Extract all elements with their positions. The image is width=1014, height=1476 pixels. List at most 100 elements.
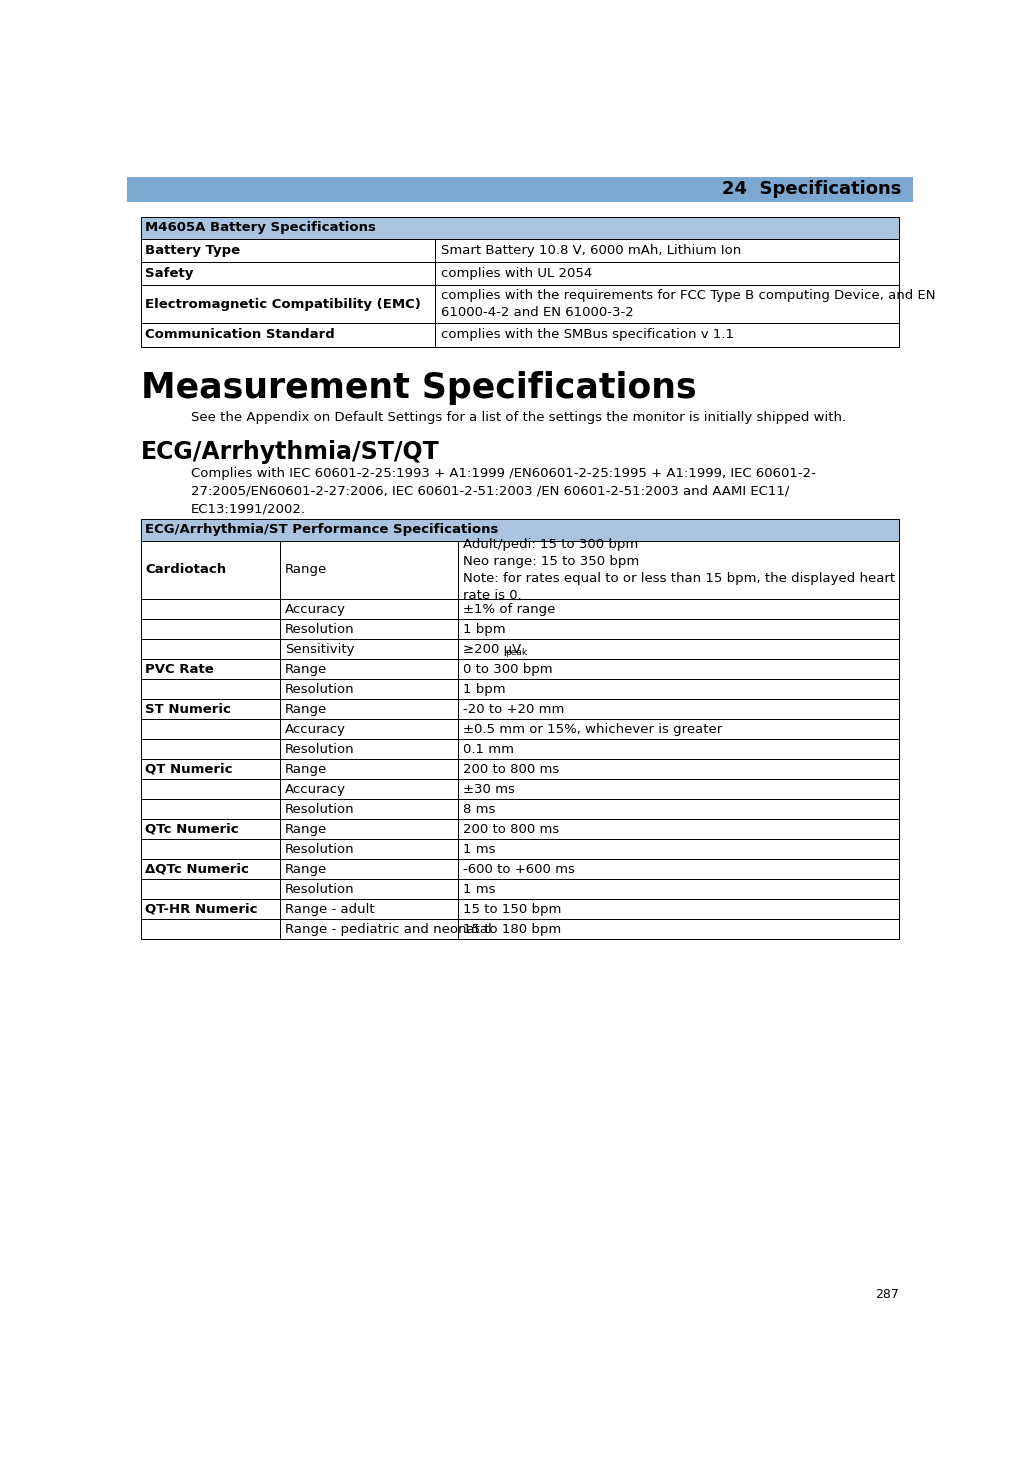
Text: Range: Range bbox=[285, 863, 328, 875]
Text: 1 bpm: 1 bpm bbox=[463, 683, 506, 695]
Bar bbox=[280, 880, 458, 899]
Bar bbox=[458, 779, 898, 800]
Text: 1 ms: 1 ms bbox=[463, 843, 496, 856]
Text: -20 to +20 mm: -20 to +20 mm bbox=[463, 703, 565, 716]
Text: M4605A Battery Specifications: M4605A Battery Specifications bbox=[145, 221, 376, 235]
Bar bbox=[458, 899, 898, 920]
Bar bbox=[458, 679, 898, 700]
Bar bbox=[280, 920, 458, 939]
Text: QT Numeric: QT Numeric bbox=[145, 763, 233, 776]
Bar bbox=[280, 840, 458, 859]
Bar bbox=[141, 540, 280, 599]
Text: 0.1 mm: 0.1 mm bbox=[463, 742, 514, 756]
Text: PVC Rate: PVC Rate bbox=[145, 663, 214, 676]
Text: Sensitivity: Sensitivity bbox=[285, 642, 354, 655]
Text: Resolution: Resolution bbox=[285, 883, 355, 896]
Bar bbox=[280, 618, 458, 639]
Bar bbox=[280, 739, 458, 759]
Bar bbox=[458, 859, 898, 880]
Bar bbox=[141, 840, 280, 859]
Text: ST Numeric: ST Numeric bbox=[145, 703, 231, 716]
Bar bbox=[458, 739, 898, 759]
Bar bbox=[280, 759, 458, 779]
Bar bbox=[458, 719, 898, 739]
Text: 1 ms: 1 ms bbox=[463, 883, 496, 896]
Bar bbox=[141, 859, 280, 880]
Bar bbox=[141, 660, 280, 679]
Bar bbox=[141, 719, 280, 739]
Text: 200 to 800 ms: 200 to 800 ms bbox=[463, 822, 560, 835]
Bar bbox=[458, 639, 898, 660]
Text: Battery Type: Battery Type bbox=[145, 244, 240, 257]
Bar bbox=[141, 261, 435, 285]
Text: Measurement Specifications: Measurement Specifications bbox=[141, 370, 697, 404]
Bar bbox=[280, 859, 458, 880]
Text: Complies with IEC 60601-2-25:1993 + A1:1999 /EN60601-2-25:1995 + A1:1999, IEC 60: Complies with IEC 60601-2-25:1993 + A1:1… bbox=[191, 466, 816, 515]
Text: ΔQTc Numeric: ΔQTc Numeric bbox=[145, 863, 249, 875]
Bar bbox=[141, 323, 435, 347]
Bar bbox=[435, 323, 898, 347]
Bar bbox=[280, 899, 458, 920]
Bar bbox=[141, 639, 280, 660]
Text: ±30 ms: ±30 ms bbox=[463, 782, 515, 796]
Text: Range - adult: Range - adult bbox=[285, 903, 374, 917]
Bar bbox=[280, 800, 458, 819]
Bar bbox=[458, 599, 898, 618]
Text: peak: peak bbox=[505, 648, 527, 657]
Bar bbox=[458, 700, 898, 719]
Text: Safety: Safety bbox=[145, 267, 194, 280]
Text: complies with the SMBus specification v 1.1: complies with the SMBus specification v … bbox=[441, 329, 734, 341]
Bar bbox=[435, 239, 898, 261]
Bar bbox=[141, 899, 280, 920]
Bar bbox=[280, 719, 458, 739]
Text: complies with UL 2054: complies with UL 2054 bbox=[441, 267, 592, 280]
Text: Resolution: Resolution bbox=[285, 742, 355, 756]
Text: Range: Range bbox=[285, 763, 328, 776]
Bar bbox=[458, 660, 898, 679]
Text: 1 bpm: 1 bpm bbox=[463, 623, 506, 636]
Bar bbox=[280, 599, 458, 618]
Bar bbox=[280, 540, 458, 599]
Text: QT-HR Numeric: QT-HR Numeric bbox=[145, 903, 258, 917]
Bar bbox=[141, 920, 280, 939]
Bar bbox=[141, 819, 280, 840]
Bar bbox=[141, 285, 435, 323]
Text: 8 ms: 8 ms bbox=[463, 803, 496, 816]
Bar bbox=[141, 759, 280, 779]
Bar bbox=[141, 880, 280, 899]
Bar bbox=[141, 679, 280, 700]
Text: 200 to 800 ms: 200 to 800 ms bbox=[463, 763, 560, 776]
Text: 24  Specifications: 24 Specifications bbox=[722, 180, 901, 198]
Text: Resolution: Resolution bbox=[285, 683, 355, 695]
Bar bbox=[458, 880, 898, 899]
Bar bbox=[458, 759, 898, 779]
Text: Accuracy: Accuracy bbox=[285, 782, 346, 796]
Text: 0 to 300 bpm: 0 to 300 bpm bbox=[463, 663, 553, 676]
Text: 287: 287 bbox=[875, 1289, 898, 1302]
Bar bbox=[458, 618, 898, 639]
Text: Resolution: Resolution bbox=[285, 623, 355, 636]
Bar bbox=[127, 177, 913, 202]
Bar bbox=[280, 639, 458, 660]
Text: Cardiotach: Cardiotach bbox=[145, 564, 226, 576]
Text: Range: Range bbox=[285, 564, 328, 576]
Bar bbox=[458, 920, 898, 939]
Text: Range: Range bbox=[285, 822, 328, 835]
Text: QTc Numeric: QTc Numeric bbox=[145, 822, 239, 835]
Bar bbox=[141, 520, 898, 540]
Text: Smart Battery 10.8 V, 6000 mAh, Lithium Ion: Smart Battery 10.8 V, 6000 mAh, Lithium … bbox=[441, 244, 741, 257]
Text: Communication Standard: Communication Standard bbox=[145, 329, 335, 341]
Text: ECG/Arrhythmia/ST/QT: ECG/Arrhythmia/ST/QT bbox=[141, 440, 439, 465]
Bar bbox=[280, 779, 458, 800]
Text: Accuracy: Accuracy bbox=[285, 602, 346, 615]
Text: Range: Range bbox=[285, 703, 328, 716]
Bar bbox=[141, 700, 280, 719]
Text: 15 to 150 bpm: 15 to 150 bpm bbox=[463, 903, 562, 917]
Bar bbox=[141, 599, 280, 618]
Bar bbox=[141, 800, 280, 819]
Bar bbox=[280, 679, 458, 700]
Bar bbox=[280, 819, 458, 840]
Bar bbox=[435, 261, 898, 285]
Bar bbox=[458, 819, 898, 840]
Text: ECG/Arrhythmia/ST Performance Specifications: ECG/Arrhythmia/ST Performance Specificat… bbox=[145, 524, 499, 536]
